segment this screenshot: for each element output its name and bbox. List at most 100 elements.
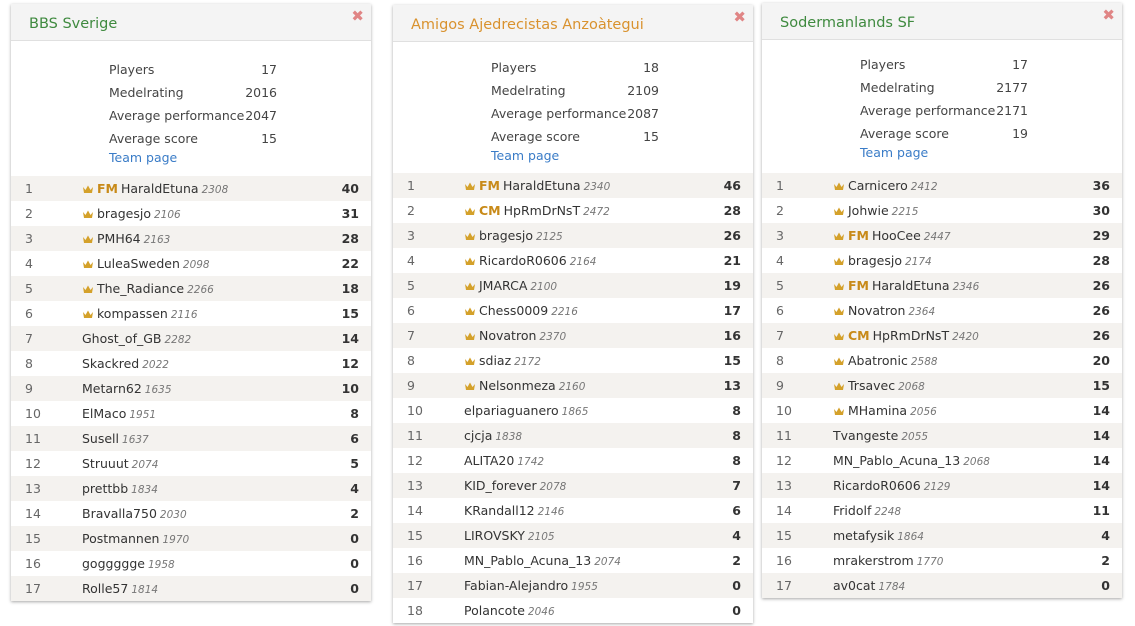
player-row[interactable]: 14 Fridolf 2248 11 xyxy=(762,498,1122,523)
player-row[interactable]: 3 FM HooCee 2447 29 xyxy=(762,223,1122,248)
player-name[interactable]: Metarn62 xyxy=(82,381,142,396)
player-name[interactable]: Bravalla750 xyxy=(82,506,157,521)
player-row[interactable]: 7 CM HpRmDrNsT 2420 26 xyxy=(762,323,1122,348)
player-row[interactable]: 16 MN_Pablo_Acuna_13 2074 2 xyxy=(393,548,753,573)
close-icon[interactable]: ✖ xyxy=(351,7,364,25)
player-name[interactable]: Ghost_of_GB xyxy=(82,331,162,346)
player-row[interactable]: 6 kompassen 2116 15 xyxy=(11,301,371,326)
player-row[interactable]: 3 PMH64 2163 28 xyxy=(11,226,371,251)
player-row[interactable]: 4 LuleaSweden 2098 22 xyxy=(11,251,371,276)
player-row[interactable]: 14 KRandall12 2146 6 xyxy=(393,498,753,523)
player-row[interactable]: 7 Ghost_of_GB 2282 14 xyxy=(11,326,371,351)
player-row[interactable]: 17 Fabian-Alejandro 1955 0 xyxy=(393,573,753,598)
player-row[interactable]: 16 mrakerstrom 1770 2 xyxy=(762,548,1122,573)
player-row[interactable]: 6 Chess0009 2216 17 xyxy=(393,298,753,323)
player-row[interactable]: 3 bragesjo 2125 26 xyxy=(393,223,753,248)
team-name[interactable]: BBS Sverige xyxy=(29,16,118,32)
player-row[interactable]: 14 Bravalla750 2030 2 xyxy=(11,501,371,526)
player-row[interactable]: 10 elpariaguanero 1865 8 xyxy=(393,398,753,423)
player-name[interactable]: Susell xyxy=(82,431,120,446)
player-row[interactable]: 11 cjcja 1838 8 xyxy=(393,423,753,448)
player-row[interactable]: 5 FM HaraldEtuna 2346 26 xyxy=(762,273,1122,298)
close-icon[interactable]: ✖ xyxy=(1102,6,1115,24)
player-row[interactable]: 15 metafysik 1864 4 xyxy=(762,523,1122,548)
player-name[interactable]: ALITA20 xyxy=(464,453,515,468)
player-name[interactable]: Tvangeste xyxy=(833,428,899,443)
player-name[interactable]: sdiaz xyxy=(479,353,512,368)
player-name[interactable]: prettbb xyxy=(82,481,129,496)
player-row[interactable]: 2 Johwie 2215 30 xyxy=(762,198,1122,223)
player-row[interactable]: 13 RicardoR0606 2129 14 xyxy=(762,473,1122,498)
player-name[interactable]: av0cat xyxy=(833,578,876,593)
player-name[interactable]: elpariaguanero xyxy=(464,403,559,418)
player-name[interactable]: MN_Pablo_Acuna_13 xyxy=(833,453,961,468)
player-name[interactable]: bragesjo xyxy=(97,206,151,221)
player-name[interactable]: Chess0009 xyxy=(479,303,549,318)
player-name[interactable]: Fridolf xyxy=(833,503,872,518)
player-name[interactable]: HaraldEtuna xyxy=(871,278,950,293)
player-row[interactable]: 17 Rolle57 1814 0 xyxy=(11,576,371,601)
player-row[interactable]: 4 RicardoR0606 2164 21 xyxy=(393,248,753,273)
player-name[interactable]: Novatron xyxy=(848,303,906,318)
player-name[interactable]: HpRmDrNsT xyxy=(872,328,950,343)
player-name[interactable]: HooCee xyxy=(871,228,921,243)
player-name[interactable]: Postmannen xyxy=(82,531,160,546)
player-row[interactable]: 13 KID_forever 2078 7 xyxy=(393,473,753,498)
player-row[interactable]: 12 Struuut 2074 5 xyxy=(11,451,371,476)
player-row[interactable]: 4 bragesjo 2174 28 xyxy=(762,248,1122,273)
team-page-link[interactable]: Team page xyxy=(491,148,560,163)
player-row[interactable]: 9 Trsavec 2068 15 xyxy=(762,373,1122,398)
player-name[interactable]: Fabian-Alejandro xyxy=(464,578,569,593)
player-row[interactable]: 6 Novatron 2364 26 xyxy=(762,298,1122,323)
player-row[interactable]: 8 sdiaz 2172 15 xyxy=(393,348,753,373)
player-name[interactable]: HpRmDrNsT xyxy=(503,203,581,218)
player-name[interactable]: MHamina xyxy=(848,403,908,418)
team-name[interactable]: Amigos Ajedrecistas Anzoàtegui xyxy=(411,17,644,33)
team-page-link[interactable]: Team page xyxy=(860,145,929,160)
player-name[interactable]: metafysik xyxy=(833,528,895,543)
player-name[interactable]: KRandall12 xyxy=(464,503,535,518)
player-name[interactable]: LuleaSweden xyxy=(97,256,180,271)
player-name[interactable]: kompassen xyxy=(97,306,168,321)
player-name[interactable]: mrakerstrom xyxy=(833,553,914,568)
player-row[interactable]: 15 LIROVSKY 2105 4 xyxy=(393,523,753,548)
player-name[interactable]: Struuut xyxy=(82,456,129,471)
player-name[interactable]: LIROVSKY xyxy=(464,528,525,543)
player-name[interactable]: Johwie xyxy=(848,203,889,218)
player-name[interactable]: HaraldEtuna xyxy=(120,181,199,196)
player-row[interactable]: 16 goggggge 1958 0 xyxy=(11,551,371,576)
player-row[interactable]: 1 FM HaraldEtuna 2340 46 xyxy=(393,173,753,198)
player-name[interactable]: ElMaco xyxy=(82,406,127,421)
player-row[interactable]: 18 Polancote 2046 0 xyxy=(393,598,753,623)
player-name[interactable]: Skackred xyxy=(82,356,140,371)
player-row[interactable]: 8 Abatronic 2588 20 xyxy=(762,348,1122,373)
player-name[interactable]: Polancote xyxy=(464,603,525,618)
player-row[interactable]: 10 ElMaco 1951 8 xyxy=(11,401,371,426)
team-page-link[interactable]: Team page xyxy=(109,150,178,165)
close-icon[interactable]: ✖ xyxy=(733,8,746,26)
player-row[interactable]: 5 The_Radiance 2266 18 xyxy=(11,276,371,301)
player-row[interactable]: 5 JMARCA 2100 19 xyxy=(393,273,753,298)
player-row[interactable]: 15 Postmannen 1970 0 xyxy=(11,526,371,551)
player-row[interactable]: 1 FM HaraldEtuna 2308 40 xyxy=(11,176,371,201)
player-name[interactable]: bragesjo xyxy=(479,228,533,243)
player-name[interactable]: Novatron xyxy=(479,328,537,343)
player-row[interactable]: 13 prettbb 1834 4 xyxy=(11,476,371,501)
player-name[interactable]: The_Radiance xyxy=(97,281,185,296)
player-row[interactable]: 12 MN_Pablo_Acuna_13 2068 14 xyxy=(762,448,1122,473)
player-name[interactable]: RicardoR0606 xyxy=(833,478,921,493)
player-row[interactable]: 12 ALITA20 1742 8 xyxy=(393,448,753,473)
player-name[interactable]: Trsavec xyxy=(848,378,896,393)
player-row[interactable]: 7 Novatron 2370 16 xyxy=(393,323,753,348)
player-row[interactable]: 1 Carnicero 2412 36 xyxy=(762,173,1122,198)
player-row[interactable]: 11 Susell 1637 6 xyxy=(11,426,371,451)
player-row[interactable]: 9 Metarn62 1635 10 xyxy=(11,376,371,401)
player-row[interactable]: 10 MHamina 2056 14 xyxy=(762,398,1122,423)
player-name[interactable]: PMH64 xyxy=(97,231,141,246)
player-name[interactable]: HaraldEtuna xyxy=(502,178,581,193)
player-name[interactable]: Nelsonmeza xyxy=(479,378,556,393)
player-row[interactable]: 2 CM HpRmDrNsT 2472 28 xyxy=(393,198,753,223)
player-row[interactable]: 17 av0cat 1784 0 xyxy=(762,573,1122,598)
player-row[interactable]: 8 Skackred 2022 12 xyxy=(11,351,371,376)
player-name[interactable]: cjcja xyxy=(464,428,493,443)
